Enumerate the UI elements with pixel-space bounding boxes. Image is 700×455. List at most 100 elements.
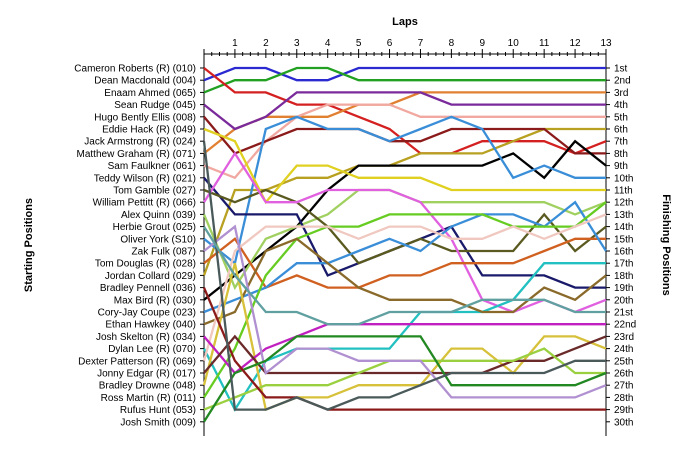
starting-position-label: Ross Martin (R) (011)	[101, 393, 196, 404]
starting-position-label: Jonny Edgar (R) (017)	[97, 369, 196, 380]
starting-position-label: Matthew Graham (R) (071)	[77, 149, 196, 160]
series-line-26	[203, 224, 607, 399]
finishing-position-label: 9th	[614, 161, 628, 172]
starting-position-label: Rufus Hunt (053)	[120, 405, 196, 416]
x-tick-label: 9	[480, 38, 486, 49]
finishing-position-label: 29th	[614, 405, 633, 416]
x-tick-label: 2	[263, 38, 269, 49]
finishing-position-label: 21st	[614, 308, 633, 319]
finishing-position-label: 15th	[614, 234, 633, 245]
finishing-position-label: 27th	[614, 381, 633, 392]
finishing-position-label: 6th	[614, 125, 628, 136]
series-line-15	[203, 151, 607, 314]
series-line-19	[203, 201, 607, 399]
x-tick-label: 11	[539, 38, 550, 49]
series-line-10	[203, 115, 606, 266]
starting-position-label: Tom Douglas (R) (028)	[95, 259, 196, 270]
finishing-position-label: 24th	[614, 344, 633, 355]
x-tick-label: 10	[508, 38, 520, 49]
finishing-position-label: 17th	[614, 259, 633, 270]
finishing-position-label: 12th	[614, 198, 633, 209]
finishing-position-label: 4th	[614, 100, 628, 111]
series-line-18	[202, 262, 606, 412]
y-axis-label-left: Starting Positions	[23, 198, 35, 292]
finishing-position-label: 25th	[614, 356, 633, 367]
starting-position-label: Bradley Drowne (048)	[99, 381, 196, 392]
x-tick-label: 13	[600, 38, 612, 49]
finishing-position-label: 19th	[614, 283, 633, 294]
series-line-21	[202, 213, 607, 362]
series-line-1	[203, 66, 606, 82]
starting-position-label: Teddy Wilson (R) (021)	[94, 173, 196, 184]
series-line-4	[203, 91, 606, 155]
starting-position-label: Dylan Lee (R) (070)	[108, 344, 196, 355]
x-tick-label: 7	[418, 38, 424, 49]
finishing-position-label: 8th	[614, 149, 628, 160]
x-tick-label: 1	[232, 38, 238, 49]
series-line-16	[203, 237, 606, 290]
series-line-29	[202, 141, 606, 411]
x-tick-label: 6	[387, 38, 393, 49]
series-line-24	[203, 334, 607, 375]
starting-position-label: Enaam Ahmed (065)	[104, 88, 196, 99]
finishing-position-label: 14th	[614, 222, 633, 233]
series-line-28	[202, 287, 606, 411]
finishing-position-label: 28th	[614, 393, 633, 404]
finishing-position-label: 5th	[614, 112, 628, 123]
finishing-position-label: 26th	[614, 369, 633, 380]
starting-position-label: Sam Faulkner (061)	[108, 161, 196, 172]
series-line-17	[203, 200, 607, 314]
series-line-20	[203, 237, 607, 326]
starting-position-label: Max Bird (R) (030)	[114, 295, 196, 306]
finishing-position-label: 13th	[614, 210, 633, 221]
finishing-position-label: 18th	[614, 271, 633, 282]
x-tick-label: 5	[356, 38, 362, 49]
finishing-position-label: 11th	[614, 186, 633, 197]
finishing-position-label: 22nd	[614, 320, 636, 331]
y-axis-label-right: Finishing Positions	[660, 194, 672, 295]
finishing-position-label: 2nd	[614, 76, 631, 87]
x-tick-label: 12	[570, 38, 582, 49]
series-line-8	[203, 116, 606, 155]
starting-position-label: William Pettitt (R) (066)	[93, 198, 196, 209]
starting-position-label: Bradley Pennell (036)	[100, 283, 196, 294]
starting-position-label: Ethan Hawkey (040)	[105, 320, 196, 331]
finishing-position-label: 23rd	[614, 332, 634, 343]
series-layer	[202, 66, 607, 423]
starting-position-label: Josh Skelton (R) (034)	[96, 332, 196, 343]
series-line-6	[203, 103, 606, 180]
finishing-position-label: 1st	[614, 64, 628, 75]
series-line-13	[203, 177, 606, 289]
starting-position-label: Alex Quinn (039)	[121, 210, 196, 221]
series-line-7	[202, 127, 606, 276]
series-line-27	[203, 335, 607, 423]
starting-position-label: Dean Macdonald (004)	[94, 76, 196, 87]
finishing-position-label: 20th	[614, 295, 633, 306]
starting-position-label: Cory-Jay Coupe (023)	[98, 308, 196, 319]
series-line-30	[203, 225, 606, 326]
starting-position-label: Sean Rudge (045)	[114, 100, 196, 111]
starting-position-label: Hugo Bently Ellis (008)	[94, 112, 196, 123]
finishing-position-label: 3rd	[614, 88, 628, 99]
starting-position-label: Eddie Hack (R) (049)	[102, 125, 196, 136]
starting-position-label: Oliver York (S10)	[120, 234, 196, 245]
series-line-2	[203, 66, 606, 94]
series-line-11	[203, 127, 606, 205]
chart-title: Laps	[392, 16, 418, 28]
starting-position-label: Tom Gamble (027)	[113, 186, 196, 197]
finishing-position-label: 16th	[614, 247, 633, 258]
starting-position-label: Cameron Roberts (R) (010)	[74, 64, 196, 75]
starting-position-label: Jack Armstrong (R) (024)	[84, 137, 196, 148]
starting-position-label: Dexter Patterson (R) (069)	[78, 356, 196, 367]
label-layer: Cameron Roberts (R) (010)Dean Macdonald …	[74, 64, 636, 429]
series-line-23	[203, 323, 606, 375]
x-tick-label: 8	[449, 38, 455, 49]
x-tick-label: 4	[325, 38, 331, 49]
series-line-5	[203, 91, 606, 131]
finishing-position-label: 7th	[614, 137, 628, 148]
x-tick-label: 3	[294, 38, 300, 49]
series-line-9	[203, 139, 607, 301]
starting-position-label: Herbie Grout (025)	[113, 222, 196, 233]
